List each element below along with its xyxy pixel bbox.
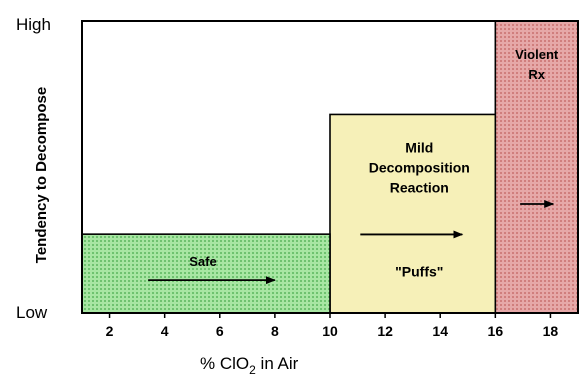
- zone-mild-label-line-1: Mild: [405, 139, 433, 155]
- x-ticks: 2 4 6 8 10 12 14 16 18: [106, 313, 559, 339]
- x-axis-title: % ClO2 in Air: [200, 354, 299, 377]
- y-axis-title: Tendency to Decompose: [33, 87, 50, 263]
- zone-violent-label-line-2: Rx: [528, 67, 545, 82]
- x-tick-label: 10: [322, 323, 338, 339]
- x-axis-title-subscript: 2: [249, 363, 256, 377]
- y-high-label: High: [16, 15, 51, 34]
- zone-safe: [81, 233, 331, 314]
- x-tick-label: 8: [271, 323, 279, 339]
- zone-violent: [494, 20, 579, 314]
- x-axis-title-suffix: in Air: [256, 354, 299, 373]
- zone-mild: [329, 113, 516, 314]
- zones: Safe Mild Decomposition Reaction "Puffs" Viol…: [81, 20, 579, 314]
- zone-violent-label-line-1: Violent: [515, 47, 559, 62]
- x-tick-label: 2: [106, 323, 114, 339]
- x-tick-label: 18: [543, 323, 559, 339]
- x-axis-title-prefix: % ClO: [200, 354, 249, 373]
- zone-safe-label: Safe: [189, 254, 216, 269]
- x-tick-label: 6: [216, 323, 224, 339]
- x-tick-label: 12: [377, 323, 393, 339]
- zone-mild-label-line-2: Decomposition: [369, 159, 470, 175]
- y-low-label: Low: [16, 303, 48, 322]
- zone-mild-sublabel: "Puffs": [395, 263, 443, 279]
- x-tick-label: 4: [161, 323, 169, 339]
- x-tick-label: 14: [432, 323, 448, 339]
- zone-mild-label-line-3: Reaction: [390, 179, 449, 195]
- x-tick-label: 16: [488, 323, 504, 339]
